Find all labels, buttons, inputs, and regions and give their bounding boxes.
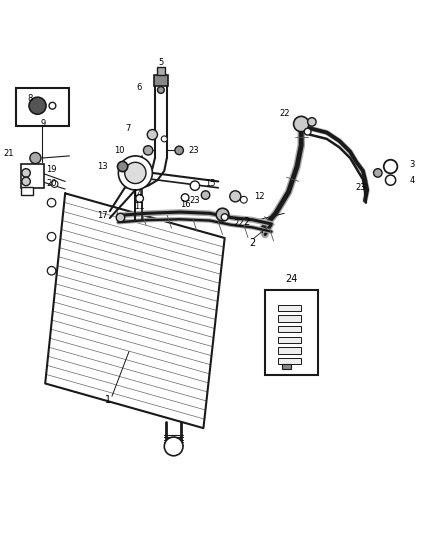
Circle shape [51, 181, 58, 188]
Circle shape [374, 168, 382, 177]
Circle shape [143, 146, 153, 155]
Text: 22: 22 [233, 219, 244, 228]
Text: 12: 12 [254, 192, 265, 201]
Text: 1: 1 [105, 395, 111, 406]
Circle shape [22, 177, 30, 185]
Bar [278, 316, 301, 322]
Text: 2: 2 [249, 238, 255, 248]
Circle shape [240, 196, 247, 203]
Text: 11: 11 [134, 201, 145, 211]
Text: 10: 10 [114, 146, 125, 155]
Text: 24: 24 [286, 274, 298, 284]
Text: 17: 17 [97, 211, 108, 220]
Text: 20: 20 [46, 179, 57, 188]
Text: 3: 3 [410, 160, 415, 169]
Text: 21: 21 [4, 149, 14, 158]
Bar [154, 75, 168, 86]
Text: 4: 4 [410, 176, 415, 184]
Bar [278, 337, 301, 343]
Circle shape [293, 116, 309, 132]
Bar [16, 88, 70, 126]
Circle shape [307, 118, 316, 126]
Text: 5: 5 [158, 58, 163, 67]
Circle shape [125, 162, 146, 183]
Circle shape [47, 198, 56, 207]
Circle shape [384, 160, 397, 173]
Text: 8: 8 [27, 94, 32, 103]
Bar [157, 67, 165, 75]
Text: 23: 23 [188, 146, 199, 155]
Bar [21, 164, 44, 188]
Circle shape [22, 168, 30, 177]
Bar [265, 290, 318, 375]
Bar [21, 188, 33, 195]
Circle shape [47, 266, 56, 275]
Circle shape [175, 146, 184, 155]
Circle shape [304, 128, 311, 135]
Circle shape [30, 152, 41, 164]
Text: 22: 22 [279, 109, 290, 118]
Circle shape [118, 156, 152, 190]
Circle shape [161, 136, 167, 142]
Circle shape [136, 195, 143, 203]
Text: 23: 23 [356, 183, 366, 192]
Circle shape [47, 232, 56, 241]
Circle shape [385, 175, 396, 185]
Bar [278, 326, 301, 333]
Circle shape [147, 130, 158, 140]
Text: 15: 15 [205, 179, 216, 188]
Circle shape [116, 213, 125, 222]
Text: 14: 14 [132, 189, 143, 198]
Circle shape [117, 161, 128, 172]
Circle shape [201, 191, 210, 199]
Circle shape [230, 191, 241, 202]
Bar [278, 348, 301, 354]
Text: 6: 6 [136, 83, 142, 92]
Text: 7: 7 [126, 124, 131, 133]
Circle shape [29, 97, 46, 114]
Bar [278, 358, 301, 365]
Bar [282, 365, 290, 369]
Circle shape [49, 102, 56, 109]
Circle shape [158, 86, 164, 93]
Text: 23: 23 [190, 196, 201, 205]
Circle shape [216, 208, 229, 221]
Circle shape [221, 214, 228, 221]
Text: 19: 19 [46, 165, 57, 174]
Circle shape [164, 437, 183, 456]
Text: 9: 9 [40, 119, 46, 128]
Circle shape [181, 194, 189, 201]
Text: 2: 2 [243, 217, 249, 227]
Bar [278, 305, 301, 311]
Text: 16: 16 [180, 200, 191, 209]
Circle shape [190, 181, 200, 190]
Text: 13: 13 [97, 162, 108, 171]
